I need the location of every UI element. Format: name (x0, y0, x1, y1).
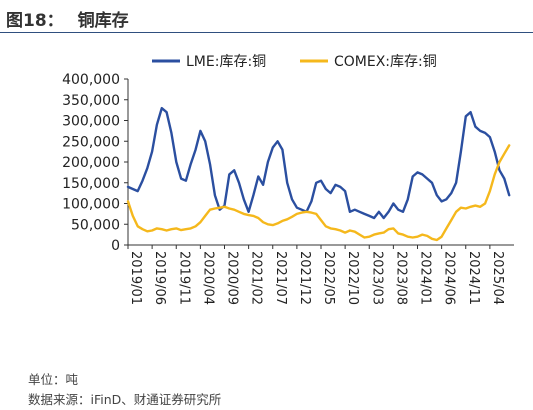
y-tick-label: 0 (111, 238, 120, 254)
x-tick-label: 2020/09 (225, 251, 240, 305)
y-tick-label: 50,000 (71, 217, 120, 233)
x-tick-label: 2019/11 (176, 251, 191, 305)
x-tick-label: 2021/12 (297, 251, 312, 305)
x-tick-label: 2022/10 (345, 251, 360, 305)
x-axis-ticks: 2019/01 2019/06 2019/11 2020/04 2020/09 2021/… (127, 245, 505, 305)
unit-note: 单位：吨 (28, 372, 79, 387)
x-tick-label: 2019/06 (152, 251, 167, 305)
x-tick-label: 2024/11 (466, 251, 481, 305)
x-tick-label: 2021/02 (249, 251, 264, 305)
y-axis-ticks: 0 50,000 100,000 150,000 200,000 250,000 300,0… (62, 72, 128, 254)
y-tick-label: 150,000 (62, 176, 120, 192)
y-tick-label: 300,000 (62, 114, 120, 130)
series-line-comex (126, 144, 511, 242)
x-tick-label: 2023/08 (393, 251, 408, 305)
x-tick-label: 2022/05 (321, 251, 336, 305)
y-tick-label: 400,000 (62, 72, 120, 88)
title-rule (0, 32, 533, 33)
series-lines (126, 106, 511, 242)
source-note: 数据来源：iFinD、财通证券研究所 (28, 392, 222, 407)
x-tick-label: 2020/04 (200, 251, 215, 305)
x-tick-label: 2019/01 (128, 251, 143, 305)
legend: LME:库存:铜 COMEX:库存:铜 (152, 54, 437, 70)
x-tick-label: 2025/04 (490, 251, 505, 305)
series-line-lme (126, 106, 511, 220)
figure-number: 图18： (6, 11, 64, 31)
y-tick-label: 350,000 (62, 93, 120, 109)
figure-title-text: 铜库存 (77, 11, 129, 31)
y-tick-label: 200,000 (62, 155, 120, 171)
y-tick-label: 250,000 (62, 134, 120, 150)
copper-inventory-chart: LME:库存:铜 COMEX:库存:铜 0 50,000 100,000 150,00… (62, 54, 514, 305)
y-tick-label: 100,000 (62, 197, 120, 213)
x-tick-label: 2023/03 (369, 251, 384, 305)
x-tick-label: 2024/01 (418, 251, 433, 305)
legend-label-comex: COMEX:库存:铜 (334, 54, 437, 70)
x-tick-label: 2021/07 (273, 251, 288, 305)
legend-label-lme: LME:库存:铜 (186, 54, 266, 70)
figure-title: 图18： 铜库存 (6, 6, 129, 32)
x-tick-label: 2024/06 (442, 251, 457, 305)
